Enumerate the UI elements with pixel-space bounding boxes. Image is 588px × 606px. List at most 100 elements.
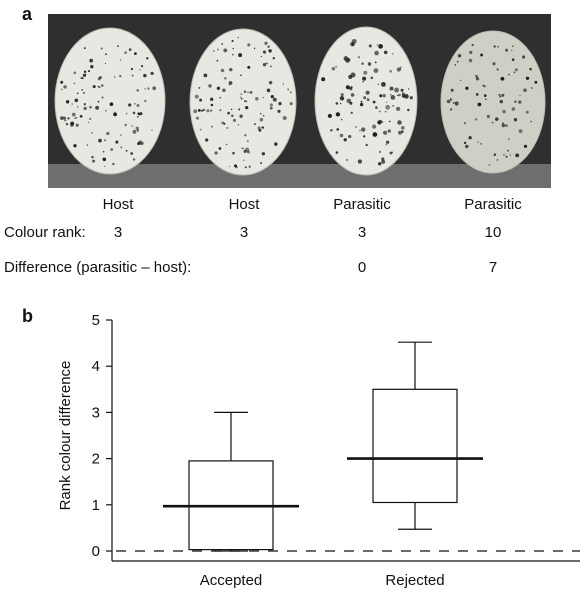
speckle [240,93,243,95]
speckle [261,152,266,156]
speckle [246,140,249,143]
speckle [92,159,96,163]
speckle [210,103,214,107]
egg-label-host-2: Host [228,196,260,213]
speckle [67,117,70,120]
egg-label-host-1: Host [102,196,134,213]
speckle [97,85,100,88]
speckle [289,91,292,94]
speckle [381,159,386,164]
speckle [201,109,203,112]
speckle [270,65,272,68]
speckle [102,150,105,153]
speckle [223,48,228,53]
speckle [330,128,333,132]
speckle [239,114,243,118]
speckle [130,67,134,71]
speckle [114,111,116,114]
speckle [101,96,104,99]
speckle [518,100,522,104]
speckle [120,146,123,149]
speckle [113,112,118,117]
speckle [514,68,518,72]
speckle [475,92,479,96]
speckle [268,80,273,85]
speckle [370,76,374,80]
speckle [488,164,491,166]
speckle [499,95,502,98]
speckle [245,100,248,103]
speckle [222,88,226,93]
speckle [530,120,532,123]
box-rejected [347,341,483,530]
speckle [247,91,249,94]
speckle [63,116,66,120]
speckle [240,74,242,77]
speckle [225,143,228,146]
speckle [327,113,332,118]
speckle [378,44,383,49]
speckle [389,70,392,73]
speckle [106,131,110,136]
eggs-photo [48,14,551,188]
speckle [359,129,361,132]
speckle [245,147,250,152]
speckle [335,151,339,154]
speckle [525,76,530,80]
speckle [219,109,222,112]
speckle [219,96,221,99]
speckle [346,98,352,104]
speckle [208,84,212,88]
speckle [74,117,76,120]
speckle [214,151,218,155]
speckle [137,142,141,146]
speckle [60,80,64,84]
speckle [389,93,392,96]
speckle [512,45,514,48]
speckle [518,129,523,134]
speckle [195,116,200,120]
speckle [104,139,107,142]
speckle [243,90,247,94]
speckle [248,165,251,168]
box-plot: 0 1 2 3 4 5 Rank colour difference Accepted Reje… [57,312,580,589]
speckle [378,110,381,113]
speckle [372,100,376,104]
speckle [511,107,516,111]
speckle [511,58,515,61]
speckle [509,154,511,156]
speckle [229,67,233,72]
speckle [486,114,490,119]
speckle [382,130,388,135]
speckle [249,90,253,94]
speckle [391,151,393,154]
speckle [377,162,382,166]
speckle [491,121,494,124]
speckle [77,106,79,108]
speckle [493,153,496,156]
speckle [363,135,366,138]
speckle [501,123,506,128]
speckle [465,144,469,149]
speckle [105,110,107,112]
colour-rank-value: 3 [357,224,367,241]
speckle [368,44,372,48]
speckle [151,129,153,132]
speckle [534,80,538,84]
speckle [529,67,532,71]
speckle [124,51,127,54]
speckle [365,143,368,147]
speckle [216,59,219,62]
speckle [514,100,517,103]
speckle [259,112,262,115]
speckle [199,128,202,131]
speckle [335,65,337,68]
speckle [522,55,526,59]
egg-label-parasitic-1: Parasitic [333,196,391,213]
speckle [501,94,505,97]
speckle [237,124,240,126]
x-category-label: Accepted [200,572,263,589]
speckle [372,124,377,129]
panel-b-letter: b [22,306,33,326]
speckle [235,165,238,169]
